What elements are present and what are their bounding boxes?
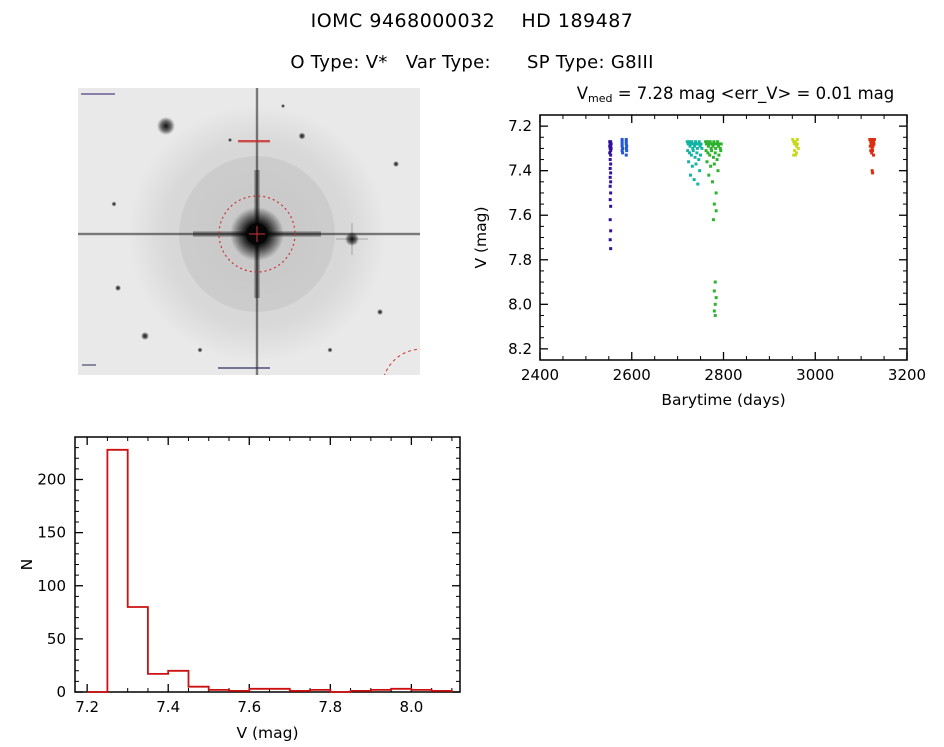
series-epoch-3 [685,140,704,186]
plot-frame [539,114,908,361]
series-epoch-2 [620,138,629,157]
y-tick-label: 7.8 [508,251,532,269]
y-tick-label: 100 [37,577,66,595]
y-tick-label: 7.2 [508,117,532,135]
lightcurve-ylabel: V (mag) [472,206,490,268]
field-stars [111,104,399,353]
y-tick-label: 7.6 [508,206,532,224]
lightcurve-plot: 2400 2600 2800 3000 3200 7.2 7.4 7.6 7.8 8.0 8.2 Vm… [472,84,926,409]
x-tick-label: 3200 [888,366,926,384]
series-epoch-5 [791,138,800,157]
page-title: IOMC 9468000032 HD 189487 [310,10,634,32]
tiny-annotation-marks [81,93,270,369]
y-tick-label: 0 [56,683,66,701]
histogram-chart: 7.2 7.4 7.6 7.8 8.0 0 50 100 150 200 V (mag) N [20,436,461,742]
histogram-plot: 7.2 7.4 7.6 7.8 8.0 0 50 100 150 200 V (mag) N [20,436,461,742]
lightcurve-xlabel: Barytime (days) [661,391,785,409]
series-epoch-1 [608,140,613,251]
series-epoch-6 [868,138,876,175]
x-tick-label: 2400 [521,366,559,384]
y-tick-label: 150 [37,524,66,542]
x-tick-label: 8.0 [399,698,423,716]
y-tick-label: 7.4 [508,162,532,180]
x-tick-label: 7.8 [318,698,342,716]
y-tick-label: 8.0 [508,295,532,313]
histogram-outline [87,448,453,693]
finding-chart-image [78,88,420,375]
aperture-circle [218,195,296,273]
page-subtitle: O Type: V* Var Type: SP Type: G8III [290,52,654,73]
plot-frame [74,436,461,693]
x-tick-label: 2600 [613,366,651,384]
x-tick-label: 7.2 [75,698,99,716]
x-tick-label: 7.6 [237,698,261,716]
lightcurve-title: Vmed = 7.28 mag <err_V> = 0.01 mag [577,84,895,105]
lightcurve-chart: 2400 2600 2800 3000 3200 7.2 7.4 7.6 7.8 8.0 8.2 Vm… [472,84,926,409]
y-tick-label: 200 [37,471,66,489]
x-tick-label: 3000 [796,366,834,384]
target-crosshair-icon [249,226,265,242]
y-tick-label: 8.2 [508,340,532,358]
histogram-ylabel: N [20,559,36,571]
x-tick-label: 7.4 [156,698,180,716]
histogram-xlabel: V (mag) [236,724,298,742]
series-epoch-4 [704,140,723,317]
x-tick-label: 2800 [704,366,742,384]
y-tick-label: 50 [47,630,66,648]
